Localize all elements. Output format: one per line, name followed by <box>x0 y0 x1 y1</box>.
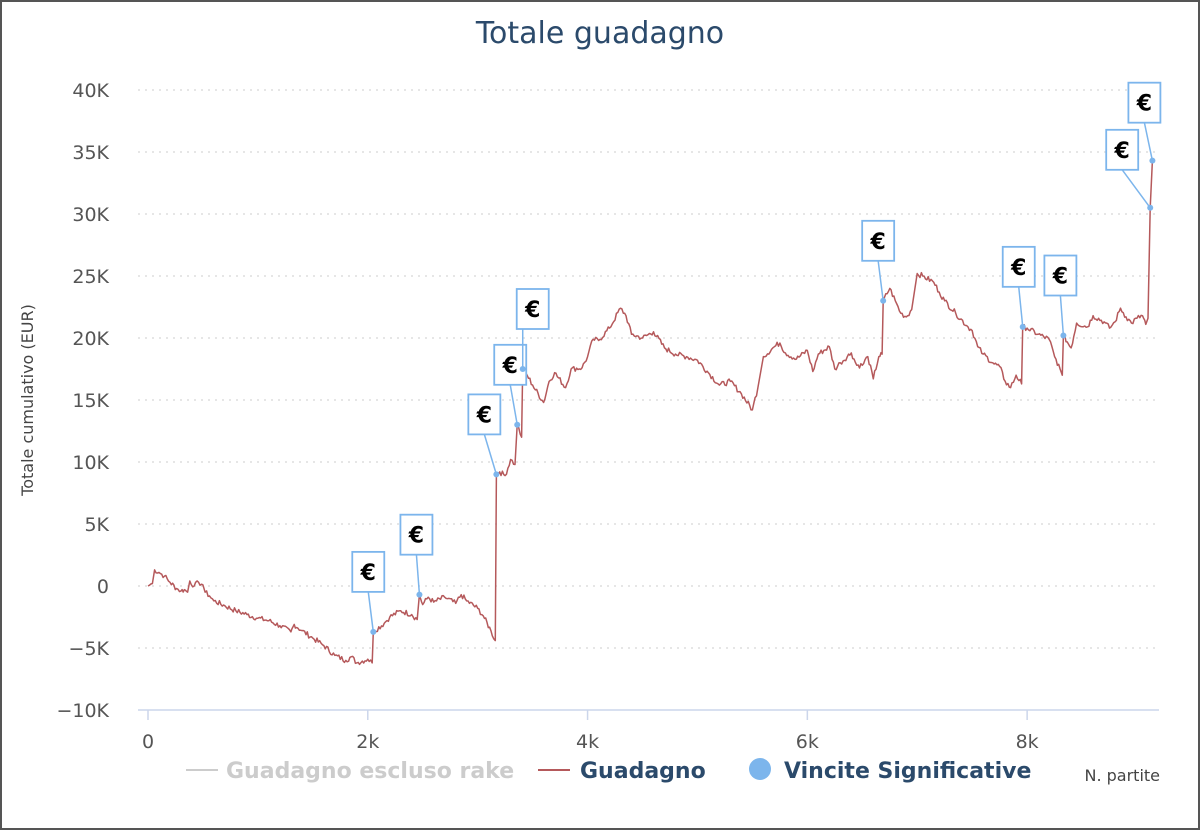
euro-icon: € <box>1136 92 1152 117</box>
flag-box <box>1043 254 1078 297</box>
y-tick-label: −5K <box>69 638 110 660</box>
flag-connector <box>415 554 421 595</box>
y-tick-label: 20K <box>72 328 109 350</box>
flag-box <box>467 393 502 436</box>
legend-item[interactable]: Guadagno <box>538 759 706 784</box>
x-axis-title: N. partite <box>1084 766 1160 785</box>
significant-win-point <box>514 421 521 428</box>
y-tick-label: 10K <box>72 452 109 474</box>
y-tick-label: 35K <box>72 142 109 164</box>
series-line-guadagno <box>147 160 1154 666</box>
x-tick-label: 8k <box>1016 731 1039 753</box>
y-axis-title: Totale cumulativo (EUR) <box>18 304 37 497</box>
flag-box <box>1105 128 1140 171</box>
euro-icon: € <box>476 403 492 428</box>
legend-item[interactable]: Vincite Significative <box>749 758 1031 784</box>
flag-box <box>1001 245 1036 288</box>
significant-win-point <box>493 471 500 478</box>
x-tick-label: 2k <box>356 731 379 753</box>
euro-icon: € <box>524 298 540 323</box>
legend-label: Guadagno <box>580 759 706 784</box>
legend-dot-swatch <box>749 758 771 780</box>
x-tick-label: 4k <box>576 731 599 753</box>
flag-box <box>399 513 434 556</box>
flag-connector <box>1017 286 1024 327</box>
euro-icon: € <box>408 524 424 549</box>
euro-icon: € <box>870 230 886 255</box>
euro-icon: € <box>360 561 376 586</box>
x-tick-label: 6k <box>796 731 819 753</box>
x-axis-ticks: 0 2k 4k 6k 8k <box>138 709 1159 753</box>
significant-win-point <box>1147 204 1154 211</box>
significant-win-point <box>1019 323 1026 330</box>
y-axis-ticks: 40K 35K 30K 25K 20K 15K 10K 5K 0 −5K −10K <box>56 80 109 722</box>
legend-item[interactable]: Guadagno escluso rake <box>186 759 514 784</box>
significant-win-flag[interactable]: € <box>493 343 528 428</box>
y-tick-label: 30K <box>72 204 109 226</box>
significant-win-flag[interactable]: € <box>861 219 896 304</box>
y-tick-label: −10K <box>56 700 109 722</box>
grid-lines <box>138 89 1159 649</box>
significant-win-point <box>1060 332 1067 339</box>
flag-connector <box>483 434 498 475</box>
significant-win-flag[interactable]: € <box>515 288 550 372</box>
y-tick-label: 5K <box>84 514 109 536</box>
y-tick-label: 0 <box>97 576 109 598</box>
significant-win-flag[interactable]: € <box>467 393 502 478</box>
flag-connector <box>1059 295 1065 336</box>
legend: Guadagno escluso rake Guadagno Vincite Sig… <box>186 758 1031 784</box>
euro-icon: € <box>502 354 518 379</box>
chart-title: Totale guadagno <box>475 16 724 51</box>
significant-win-flag[interactable]: € <box>351 550 386 635</box>
euro-icon: € <box>1010 256 1026 281</box>
plot-area <box>147 160 1154 666</box>
flag-connector <box>1121 169 1151 209</box>
significant-win-point <box>519 366 526 372</box>
significant-win-flags: €€€€€€€ €€€ <box>351 81 1162 635</box>
legend-label: Vincite Significative <box>784 759 1031 784</box>
significant-win-flag[interactable]: € <box>1001 245 1036 330</box>
y-tick-label: 15K <box>72 390 109 412</box>
legend-label: Guadagno escluso rake <box>226 759 514 784</box>
significant-win-flag[interactable]: € <box>399 513 434 598</box>
significant-win-point <box>370 628 377 635</box>
flag-connector <box>509 384 518 425</box>
flag-box <box>1127 81 1162 124</box>
flag-connector <box>1143 122 1154 161</box>
significant-win-flag[interactable]: € <box>1043 254 1078 339</box>
euro-icon: € <box>1114 139 1130 164</box>
significant-win-point <box>416 591 423 598</box>
significant-win-point <box>880 297 887 304</box>
significant-win-flag[interactable]: € <box>1127 81 1162 164</box>
x-tick-label: 0 <box>142 731 154 753</box>
y-tick-label: 40K <box>72 80 109 102</box>
flag-box <box>861 219 896 262</box>
significant-win-point <box>1149 157 1156 164</box>
flag-box <box>493 343 528 386</box>
flag-connector <box>877 260 884 301</box>
y-tick-label: 25K <box>72 266 109 288</box>
flag-box <box>351 550 386 593</box>
flag-box <box>515 288 550 330</box>
flag-connector <box>367 591 375 632</box>
euro-icon: € <box>1052 265 1068 290</box>
significant-win-flag[interactable]: € <box>1105 128 1154 211</box>
